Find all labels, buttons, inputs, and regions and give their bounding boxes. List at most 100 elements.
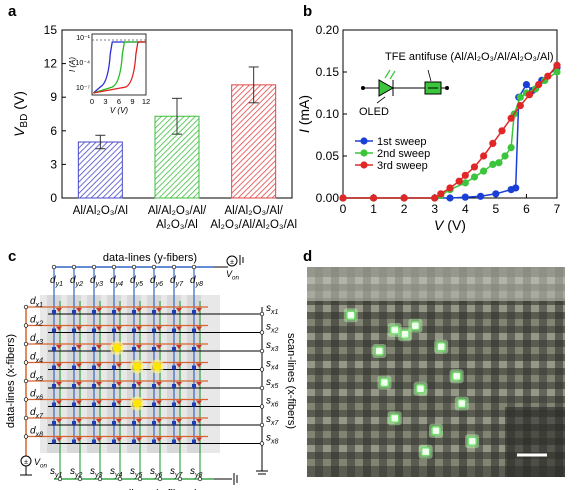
inset-x-tick-label: 12 (142, 97, 150, 106)
category-label: Al₂O₃/Al (156, 219, 198, 231)
data-x-label: dx3 (30, 333, 43, 346)
data-point (461, 179, 469, 187)
scan-x-label: sx1 (266, 303, 279, 316)
switch-node (23, 397, 29, 402)
switch-node (259, 348, 265, 354)
data-point (495, 159, 503, 167)
data-lines-left-label: data-lines (x-fibers) (5, 334, 17, 428)
oled-diode-icon (196, 400, 202, 405)
lit-pixel (457, 398, 467, 409)
antifuse-icon (92, 347, 96, 351)
leader-line (427, 69, 432, 82)
panel-b-chart: 0 1 2 3 4 5 6 7 0.00 0.05 0.10 0.15 0.20 V (V) I (mA) 1… (296, 23, 561, 233)
oled-diode-icon (196, 382, 202, 386)
data-point (431, 194, 439, 202)
switch-node (259, 367, 265, 372)
antifuse-icon (52, 347, 56, 351)
antifuse-icon (52, 310, 56, 314)
data-point (525, 91, 534, 99)
lit-pixel (420, 447, 431, 457)
switch-node (259, 441, 265, 446)
antifuse-icon (192, 347, 196, 351)
vsource-sign: ± (24, 459, 28, 466)
oled-diode-icon (96, 363, 102, 368)
oled-diode-icon (196, 363, 202, 368)
y-tick-label: 0.00 (316, 191, 340, 205)
switch-node (97, 476, 103, 482)
inset-y-tick-label: 10⁻⁴ (76, 60, 91, 67)
inset-curve (93, 41, 146, 94)
oled-diode-icon (378, 79, 395, 97)
weft-fiber (307, 417, 565, 424)
data-x-label: dx1 (30, 296, 43, 309)
oled-diode-icon (76, 382, 82, 386)
warp-fiber (443, 267, 451, 477)
antifuse-icon (192, 384, 196, 388)
switch-node (71, 264, 77, 270)
oled-diode-icon (136, 308, 142, 312)
antifuse-icon (52, 384, 56, 388)
y-tick-label: 3 (50, 157, 57, 171)
data-point (522, 81, 531, 89)
switch-node (151, 264, 157, 270)
antifuse-icon (172, 439, 176, 444)
oled-diode-icon (196, 308, 202, 312)
antifuse-icon (132, 421, 136, 425)
category-label: Al₂O₃/Al/Al₂O₃/Al (210, 219, 297, 231)
data-point (516, 102, 524, 110)
oled-diode-icon (116, 363, 122, 368)
lit-pixel (451, 371, 462, 381)
vsource-icon (226, 255, 238, 267)
antifuse-icon (192, 365, 196, 370)
scan-x-label: sx6 (266, 396, 279, 409)
switch-node (23, 323, 29, 328)
oled-diode-icon (56, 326, 62, 331)
data-point (535, 81, 543, 89)
oled-diode-icon (96, 308, 102, 312)
oled-diode-icon (196, 437, 202, 442)
x-tick-label: 0 (340, 202, 347, 216)
warp-fiber (395, 267, 403, 477)
y-tick-label: 6 (50, 124, 57, 138)
oled-diode-icon (56, 345, 62, 349)
oled-diode-icon (136, 382, 142, 386)
y-axis-label: VBD (V) (11, 91, 30, 137)
antifuse-icon (112, 384, 116, 388)
scan-lines-right-label: scan-lines (x-fibers) (285, 333, 297, 429)
warp-fiber (555, 267, 563, 477)
bar (231, 84, 277, 199)
antifuse-icon (52, 439, 56, 444)
inset-x-tick-label: 9 (130, 97, 134, 106)
switch-node (191, 264, 197, 270)
oled-diode-icon (116, 308, 122, 312)
switch-node (57, 476, 63, 482)
lit-pixel (467, 436, 477, 447)
oled-diode-icon (136, 345, 142, 349)
antifuse-icon (152, 421, 156, 425)
inset-x-label: V (V) (110, 106, 129, 115)
oled-diode-icon (136, 419, 142, 423)
y-tick-label: 12 (44, 57, 58, 71)
inset-y-label: I (A) (68, 57, 77, 72)
antifuse-icon (92, 421, 96, 425)
scan-x-label: sx7 (266, 414, 280, 427)
oled-diode-icon (76, 419, 82, 423)
lit-pixel (436, 342, 446, 352)
scan-y-label: sy8 (190, 466, 203, 479)
antifuse-icon (152, 402, 156, 407)
warp-fiber (347, 267, 355, 477)
oled-diode-icon (96, 382, 102, 386)
crossbar-circuit-diagram: data-lines (y-fibers) ± Von scan-lines (y-f… (5, 252, 297, 490)
x-tick-label: 7 (554, 202, 561, 216)
oled-diode-icon (156, 400, 162, 405)
data-point (446, 184, 454, 192)
scan-y-label: sy2 (70, 466, 83, 479)
y-tick-label: 0 (50, 191, 57, 205)
scan-x-label: sx2 (266, 322, 279, 335)
antifuse-icon (192, 421, 196, 425)
weft-fiber (307, 319, 565, 326)
scan-x-label: sx3 (266, 340, 279, 353)
data-y-label: dy8 (190, 275, 203, 288)
oled-diode-icon (116, 437, 122, 442)
